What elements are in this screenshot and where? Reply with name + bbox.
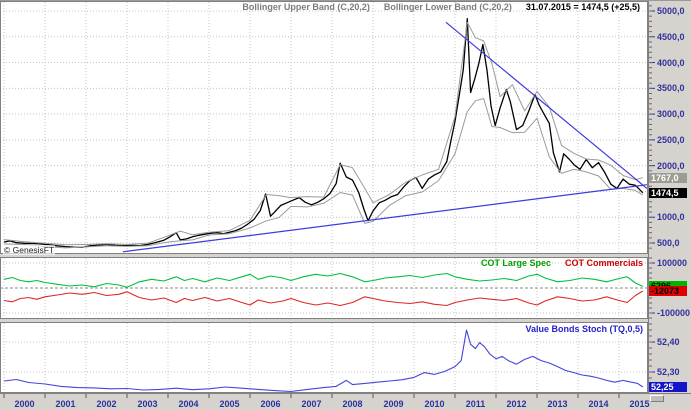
y-tick-label: 500,0 bbox=[657, 238, 680, 248]
cot-commercials-label: COT Commercials bbox=[564, 258, 643, 268]
x-axis-year-label: 2006 bbox=[260, 399, 281, 409]
genesisft-watermark: © GenesisFT bbox=[3, 245, 56, 255]
price-panel-chart[interactable] bbox=[0, 1, 648, 254]
series-cot-large-spec bbox=[3, 272, 644, 288]
stoch-legend: Value Bonds Stoch (TQ,0,5) bbox=[525, 324, 643, 334]
y-tick-label: 52,30 bbox=[657, 367, 680, 377]
x-axis-year-label: 2014 bbox=[588, 399, 609, 409]
y-tick-label: 3000,0 bbox=[657, 109, 685, 120]
series-close bbox=[3, 18, 644, 249]
x-axis-year-label: 2010 bbox=[424, 399, 445, 409]
x-axis-year-label: 2011 bbox=[465, 399, 486, 409]
y-tick-label: -100000 bbox=[657, 308, 691, 318]
cot-panel-chart[interactable] bbox=[0, 257, 648, 319]
y-tick-label: 52,40 bbox=[657, 337, 680, 347]
y-tick-label: 5000,0 bbox=[657, 6, 685, 16]
y-tick-label: 1000,0 bbox=[657, 212, 685, 223]
cot-legend: COT Large Spec COT Commercials bbox=[481, 258, 643, 268]
time-axis-ticks bbox=[3, 394, 620, 398]
value-bonds-stoch-label: Value Bonds Stoch (TQ,0,5) bbox=[525, 324, 643, 334]
value-badge: 1767,0 bbox=[649, 172, 687, 183]
time-axis[interactable]: 2000 2001 2002 2003 2004 2005 2006 2007 2008 2009… bbox=[0, 393, 691, 410]
x-axis-year-label: 2012 bbox=[506, 399, 527, 409]
x-axis-year-label: 2003 bbox=[137, 399, 158, 409]
series-trendline-resistance bbox=[445, 21, 648, 189]
series-trendline-support bbox=[122, 184, 647, 253]
y-tick-label: 4000,0 bbox=[657, 57, 685, 68]
cot-large-spec-label: COT Large Spec bbox=[480, 258, 551, 268]
value-badge: 1474,5 bbox=[649, 187, 687, 198]
x-axis-year-label: 2015 bbox=[629, 399, 650, 409]
scrollbar-grip[interactable] bbox=[650, 395, 664, 402]
value-badge: 52,25 bbox=[649, 382, 687, 392]
stoch-panel-chart[interactable] bbox=[0, 322, 648, 393]
series-cot-commercials bbox=[3, 290, 644, 307]
x-axis-year-label: 2009 bbox=[383, 399, 404, 409]
x-axis-year-label: 2002 bbox=[96, 399, 117, 409]
x-axis-year-label: 2005 bbox=[219, 399, 240, 409]
value-badge: -12073 bbox=[649, 286, 687, 297]
series-bollinger-upper bbox=[3, 21, 643, 246]
x-axis-year-label: 2008 bbox=[342, 399, 363, 409]
y-tick-label: 2000,0 bbox=[657, 160, 685, 171]
value-axis-ticks bbox=[649, 5, 655, 391]
x-axis-year-label: 2007 bbox=[301, 399, 322, 409]
series-bollinger-lower bbox=[3, 98, 644, 249]
x-axis-year-label: 2000 bbox=[14, 399, 35, 409]
x-axis-year-label: 2013 bbox=[547, 399, 568, 409]
x-axis-year-label: 2001 bbox=[55, 399, 76, 409]
y-tick-label: 4500,0 bbox=[657, 31, 685, 42]
x-axis-year-label: 2004 bbox=[178, 399, 199, 409]
y-tick-label: 100000 bbox=[657, 258, 688, 268]
value-axis: 5000,0 4500,0 4000,0 3500,0 3000,0 2500,0 2000… bbox=[648, 1, 691, 393]
y-tick-label: 2500,0 bbox=[657, 134, 685, 145]
y-tick-label: 3500,0 bbox=[657, 83, 685, 94]
series-value-bonds-stoch bbox=[3, 329, 644, 393]
